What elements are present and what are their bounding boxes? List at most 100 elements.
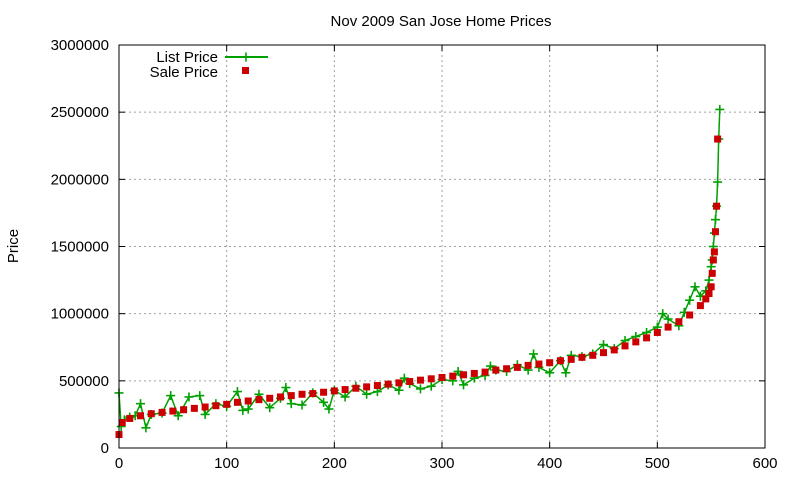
data-point-sale-price bbox=[341, 386, 349, 394]
data-point-list-price bbox=[297, 400, 307, 410]
data-point-sale-price bbox=[632, 338, 640, 346]
data-point-sale-price bbox=[546, 359, 554, 367]
x-tick-label: 300 bbox=[429, 455, 454, 472]
data-point-list-price bbox=[184, 392, 194, 402]
data-point-sale-price bbox=[363, 383, 371, 391]
data-point-sale-price bbox=[233, 398, 241, 406]
data-point-list-price bbox=[319, 397, 329, 407]
data-point-sale-price bbox=[578, 353, 586, 361]
data-point-list-price bbox=[195, 391, 205, 401]
data-point-list-price bbox=[243, 404, 253, 414]
data-point-list-price bbox=[459, 380, 469, 390]
data-point-list-price bbox=[173, 411, 183, 421]
data-point-list-price bbox=[286, 399, 296, 409]
data-point-sale-price bbox=[126, 414, 134, 422]
data-point-list-price bbox=[166, 391, 176, 401]
plot-area bbox=[114, 104, 725, 439]
y-axis-label: Price bbox=[5, 229, 22, 263]
data-point-sale-price bbox=[212, 402, 220, 410]
data-point-sale-price bbox=[438, 373, 446, 381]
data-point-list-price bbox=[713, 177, 723, 187]
data-point-sale-price bbox=[524, 361, 532, 369]
data-point-list-price bbox=[394, 385, 404, 395]
data-point-sale-price bbox=[713, 202, 721, 210]
x-tick-label: 100 bbox=[214, 455, 239, 472]
data-point-sale-price bbox=[653, 328, 661, 336]
data-point-sale-price bbox=[535, 360, 543, 368]
data-point-list-price bbox=[561, 368, 571, 378]
data-point-sale-price bbox=[481, 368, 489, 376]
data-point-list-price bbox=[136, 399, 146, 409]
legend-label-sale-price: Sale Price bbox=[150, 64, 218, 81]
data-point-sale-price bbox=[460, 371, 468, 379]
data-point-sale-price bbox=[708, 269, 716, 277]
data-point-list-price bbox=[281, 383, 291, 393]
data-point-sale-price bbox=[556, 357, 564, 365]
y-tick-label: 500000 bbox=[59, 373, 109, 390]
data-point-sale-price bbox=[190, 404, 198, 412]
data-point-sale-price bbox=[158, 408, 166, 416]
legend-plus-glyph bbox=[241, 52, 251, 62]
data-point-sale-price bbox=[384, 380, 392, 388]
data-point-list-price bbox=[599, 340, 608, 350]
y-tick-label: 1000000 bbox=[51, 306, 109, 323]
y-tick-label: 0 bbox=[101, 440, 109, 457]
data-point-sale-price bbox=[503, 365, 511, 373]
data-point-list-price bbox=[232, 387, 242, 397]
data-point-list-price bbox=[658, 309, 668, 319]
data-point-sale-price bbox=[244, 397, 252, 405]
data-point-sale-price bbox=[696, 302, 704, 310]
data-point-sale-price bbox=[118, 418, 126, 426]
data-point-sale-price bbox=[320, 388, 328, 396]
data-point-sale-price bbox=[492, 366, 500, 374]
data-point-sale-price bbox=[702, 295, 710, 303]
data-point-sale-price bbox=[711, 228, 719, 236]
data-point-sale-price bbox=[449, 372, 457, 380]
data-point-list-price bbox=[265, 403, 275, 413]
legend: List Price Sale Price bbox=[150, 49, 268, 81]
data-point-list-price bbox=[426, 381, 436, 391]
data-point-list-price bbox=[340, 392, 350, 402]
data-point-list-price bbox=[704, 275, 714, 285]
x-tick-label: 500 bbox=[645, 455, 670, 472]
legend-label-list-price: List Price bbox=[156, 49, 218, 66]
data-point-sale-price bbox=[686, 311, 694, 319]
data-point-list-price bbox=[715, 104, 725, 114]
data-point-sale-price bbox=[352, 384, 360, 392]
data-point-sale-price bbox=[709, 256, 717, 264]
legend-marker-sale-price bbox=[242, 67, 249, 74]
data-point-list-price bbox=[362, 389, 372, 399]
data-point-sale-price bbox=[710, 248, 718, 256]
grid-lines bbox=[119, 45, 765, 448]
data-point-sale-price bbox=[600, 349, 607, 357]
data-point-sale-price bbox=[610, 346, 618, 354]
data-point-list-price bbox=[706, 262, 716, 272]
data-point-sale-price bbox=[180, 406, 188, 414]
data-point-list-price bbox=[324, 404, 334, 414]
data-point-list-price bbox=[141, 423, 151, 433]
legend-marker-list-price bbox=[241, 52, 251, 62]
axis-ticks: 0 100 200 300 400 500 600 0 500000 1000000 1500000… bbox=[51, 37, 778, 472]
data-point-sale-price bbox=[470, 369, 478, 377]
chart-title: Nov 2009 San Jose Home Prices bbox=[331, 13, 552, 30]
data-point-sale-price bbox=[643, 334, 651, 342]
data-point-sale-price bbox=[513, 363, 521, 371]
data-point-sale-price bbox=[567, 355, 575, 363]
y-tick-label: 2500000 bbox=[51, 104, 109, 121]
data-point-sale-price bbox=[427, 375, 435, 383]
data-point-list-price bbox=[663, 314, 673, 324]
data-point-list-price bbox=[200, 409, 210, 419]
data-point-sale-price bbox=[705, 290, 713, 298]
data-point-sale-price bbox=[395, 379, 403, 387]
data-point-sale-price bbox=[255, 396, 263, 404]
data-point-list-price bbox=[690, 282, 700, 292]
data-point-list-price bbox=[485, 361, 495, 371]
data-point-list-price bbox=[415, 384, 425, 394]
data-point-sale-price bbox=[330, 387, 338, 395]
data-point-sale-price bbox=[406, 378, 414, 386]
x-tick-label: 400 bbox=[537, 455, 562, 472]
data-point-sale-price bbox=[589, 351, 597, 359]
data-point-sale-price bbox=[287, 392, 295, 400]
y-tick-label: 1500000 bbox=[51, 239, 109, 256]
